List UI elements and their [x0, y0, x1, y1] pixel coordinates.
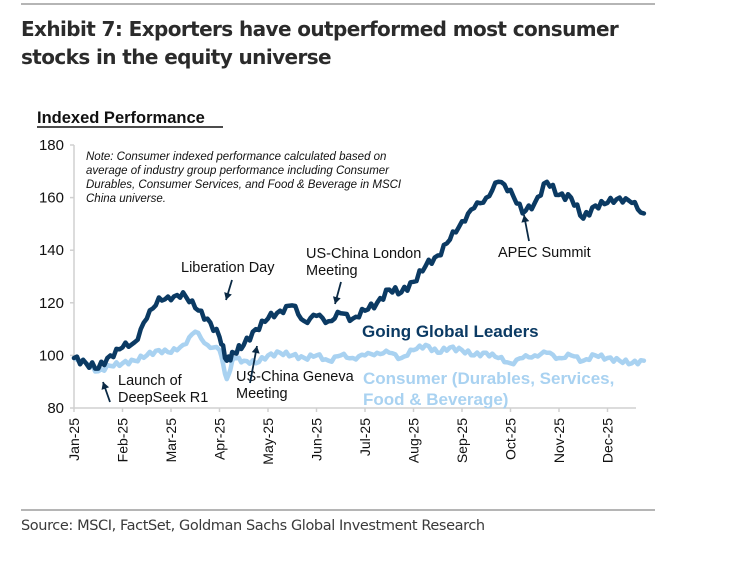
chart-note-line: Note: Consumer indexed performance calcu… [86, 151, 386, 163]
top-divider [21, 3, 655, 5]
annotation-label: US-China London [306, 246, 421, 262]
annotation-label: Meeting [236, 386, 288, 402]
chart-note-line: China universe. [86, 193, 166, 205]
x-tick-label: Sep-25 [454, 418, 470, 463]
source-note: Source: MSCI, FactSet, Goldman Sachs Glo… [21, 518, 485, 534]
annotation-label: APEC Summit [498, 245, 591, 261]
y-tick-label: 140 [39, 242, 64, 259]
annotation-label: Meeting [306, 263, 358, 279]
series-line-consumer [71, 329, 647, 382]
x-tick-label: Jun-25 [309, 418, 325, 461]
annotation-label: Launch of [118, 373, 183, 389]
legend-consumer: Food & Beverage) [363, 390, 508, 409]
annotation-arrowhead [332, 296, 341, 304]
x-tick-label: Apr-25 [212, 418, 228, 460]
bottom-divider [21, 509, 655, 511]
annotation-label: Liberation Day [181, 260, 275, 276]
legend-consumer: Consumer (Durables, Services, [363, 369, 614, 388]
x-tick-label: May-25 [260, 418, 276, 465]
x-tick-label: Jan-25 [66, 418, 82, 461]
x-tick-label: Aug-25 [406, 418, 422, 463]
title-line-2: stocks in the equity universe [21, 45, 332, 69]
annotation-arrowhead [251, 346, 260, 354]
chart-title: Indexed Performance [37, 109, 205, 127]
x-tick-label: Mar-25 [163, 418, 179, 463]
y-tick-label: 100 [39, 347, 64, 364]
annotation-arrowhead [224, 292, 232, 300]
y-tick-label: 80 [47, 400, 64, 417]
exhibit-title: Exhibit 7: Exporters have outperformed m… [21, 15, 661, 71]
annotation-label: US-China Geneva [236, 369, 355, 385]
x-tick-label: Feb-25 [115, 418, 131, 463]
chart-note-line: average of industry group performance in… [86, 165, 390, 177]
series-line-going-global-leaders [71, 179, 647, 371]
y-tick-label: 120 [39, 295, 64, 312]
x-tick-label: Nov-25 [551, 418, 567, 463]
y-tick-label: 180 [39, 137, 64, 154]
legend-going-global-leaders: Going Global Leaders [362, 322, 539, 341]
title-line-1: Exhibit 7: Exporters have outperformed m… [21, 17, 619, 41]
annotation-label: DeepSeek R1 [118, 390, 208, 406]
annotation-arrowhead [101, 382, 110, 390]
chart-note-line: Durables, Consumer Services, and Food & … [86, 179, 402, 191]
x-tick-label: Oct-25 [503, 418, 519, 460]
x-tick-label: Dec-25 [600, 418, 616, 463]
annotation-arrowhead [521, 215, 530, 223]
y-tick-label: 160 [39, 190, 64, 207]
x-tick-label: Jul-25 [357, 418, 373, 456]
